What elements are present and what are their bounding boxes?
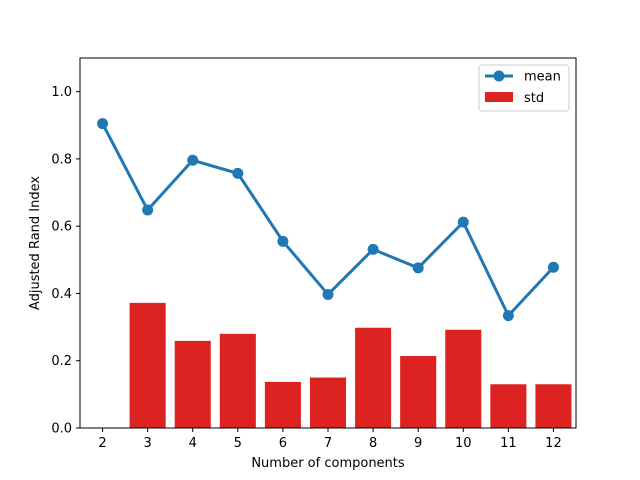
y-tick-label-4: 0.8 — [51, 152, 72, 167]
bar-12 — [535, 384, 572, 428]
std-bars — [129, 302, 572, 428]
legend-mean-marker — [493, 70, 505, 82]
y-tick-label-3: 0.6 — [51, 220, 72, 235]
x-tick-label-9: 9 — [414, 436, 422, 451]
mean-point-3 — [142, 204, 154, 216]
x-axis-label: Number of components — [251, 456, 405, 471]
x-tick-label-6: 6 — [279, 436, 287, 451]
x-ticks: 2 3 4 5 6 7 8 9 10 11 12 — [98, 428, 562, 451]
bar-7 — [309, 377, 347, 428]
mean-point-8 — [367, 243, 379, 255]
x-tick-label-4: 4 — [189, 436, 197, 451]
x-tick-label-7: 7 — [324, 436, 332, 451]
mean-point-6 — [277, 235, 289, 247]
bar-10 — [445, 329, 482, 428]
mean-point-10 — [457, 216, 469, 228]
x-tick-label-10: 10 — [455, 436, 472, 451]
mean-point-11 — [502, 310, 514, 322]
mean-point-5 — [232, 167, 244, 179]
mean-point-2 — [97, 118, 109, 130]
x-tick-label-5: 5 — [234, 436, 242, 451]
legend-std-label: std — [524, 91, 544, 106]
mean-point-4 — [187, 154, 199, 166]
bar-4 — [174, 340, 211, 428]
y-axis-label: Adjusted Rand Index — [28, 176, 43, 310]
x-tick-label-11: 11 — [500, 436, 517, 451]
mean-point-7 — [322, 288, 334, 300]
y-ticks: 0.0 0.2 0.4 0.6 0.8 1.0 — [51, 85, 80, 437]
y-tick-label-1: 0.2 — [51, 354, 72, 369]
x-tick-label-2: 2 — [98, 436, 106, 451]
legend: mean std — [478, 64, 570, 112]
legend-std-swatch — [485, 92, 513, 102]
y-tick-label-5: 1.0 — [51, 85, 72, 100]
bar-11 — [490, 384, 527, 428]
mean-point-9 — [412, 262, 424, 274]
legend-mean-label: mean — [524, 70, 561, 85]
x-tick-label-3: 3 — [143, 436, 151, 451]
bar-3 — [129, 302, 166, 428]
bar-9 — [400, 356, 437, 428]
bar-5 — [219, 333, 256, 428]
bar-6 — [264, 381, 301, 428]
bar-8 — [355, 327, 392, 428]
x-tick-label-8: 8 — [369, 436, 377, 451]
y-tick-label-0: 0.0 — [51, 422, 72, 437]
mean-line — [97, 118, 559, 322]
x-tick-label-12: 12 — [545, 436, 562, 451]
mean-point-12 — [547, 261, 559, 273]
y-tick-label-2: 0.4 — [51, 287, 72, 302]
